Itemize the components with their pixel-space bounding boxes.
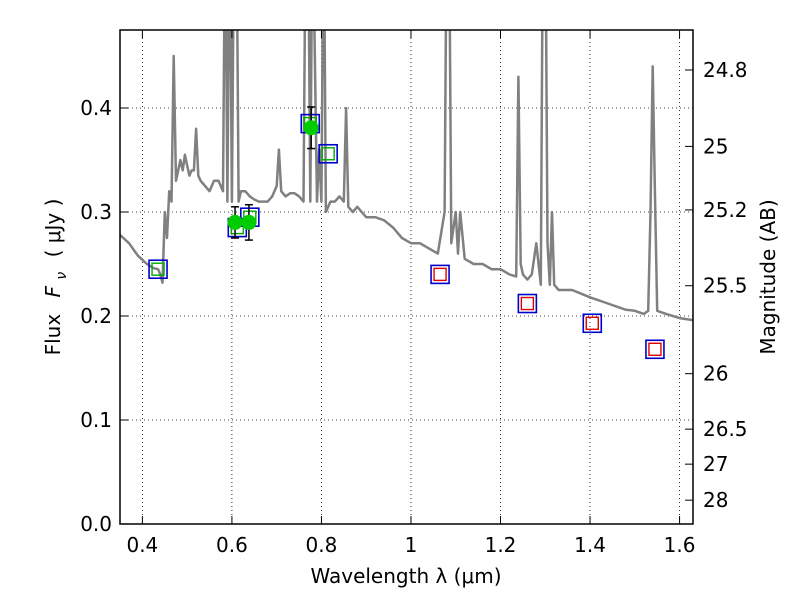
model-point-inner <box>585 316 599 330</box>
y2-tick-label: 24.8 <box>703 58 748 82</box>
y2-tick-label: 26 <box>703 362 728 386</box>
y2-tick-label: 25 <box>703 134 728 158</box>
observed-point <box>227 214 243 230</box>
y-tick-label: 0.3 <box>80 200 112 224</box>
y-axis-label-prefix: Flux <box>41 314 65 356</box>
spectrum-line <box>120 30 693 322</box>
x-axis-label: Wavelength λ (μm) <box>310 564 501 588</box>
observed-point <box>241 214 257 230</box>
spectrum-layer <box>120 30 693 322</box>
x-tick-label: 0.6 <box>216 533 248 557</box>
x-tick-label: 1.6 <box>664 533 696 557</box>
y-axis-label-unit: ( μJy ) <box>41 199 65 258</box>
y-axis-label: Flux F ν ( μJy ) <box>41 199 71 356</box>
model-point-outer <box>148 259 168 280</box>
model-point-outer <box>430 264 450 285</box>
y2-tick-label: 25.5 <box>703 274 748 298</box>
y2-tick-label: 28 <box>703 488 728 512</box>
y-tick-label: 0.0 <box>80 512 112 536</box>
model-point-outer <box>318 143 338 164</box>
x-tick-label: 0.4 <box>126 533 158 557</box>
y2-tick-label: 27 <box>703 452 728 476</box>
y2-axis-label: Magnitude (AB) <box>756 199 780 354</box>
y-tick-label: 0.1 <box>80 408 112 432</box>
x-tick-label: 1.2 <box>485 533 517 557</box>
observed-layer <box>227 106 319 241</box>
observed-point <box>303 120 319 136</box>
model-point-inner <box>433 267 447 282</box>
y-tick-label: 0.4 <box>80 96 112 120</box>
x-tick-label: 1 <box>405 533 418 557</box>
plot-background <box>120 30 693 524</box>
x-tick-label: 0.8 <box>306 533 338 557</box>
y-tick-label: 0.2 <box>80 304 112 328</box>
y-axis-label-subscript: ν <box>54 272 70 280</box>
model-point-outer <box>517 293 538 314</box>
y-axis-label-symbol: F <box>41 285 65 297</box>
ticks: 0.4 0.6 0.8 1 1.2 1.4 1.6 0.0 0.1 0.2 0.3 0.4 24.8 25… <box>80 30 748 557</box>
x-tick-label: 1.4 <box>574 533 606 557</box>
y2-tick-label: 26.5 <box>703 417 748 441</box>
model-point-inner <box>151 262 165 276</box>
plot-frame <box>119 29 694 525</box>
model-point-outer <box>582 313 603 334</box>
y2-tick-label: 25.2 <box>703 198 748 222</box>
model-point-inner <box>648 342 662 356</box>
model-point-inner <box>520 296 535 311</box>
model-point-inner <box>321 147 335 161</box>
model-point-outer <box>645 339 665 360</box>
